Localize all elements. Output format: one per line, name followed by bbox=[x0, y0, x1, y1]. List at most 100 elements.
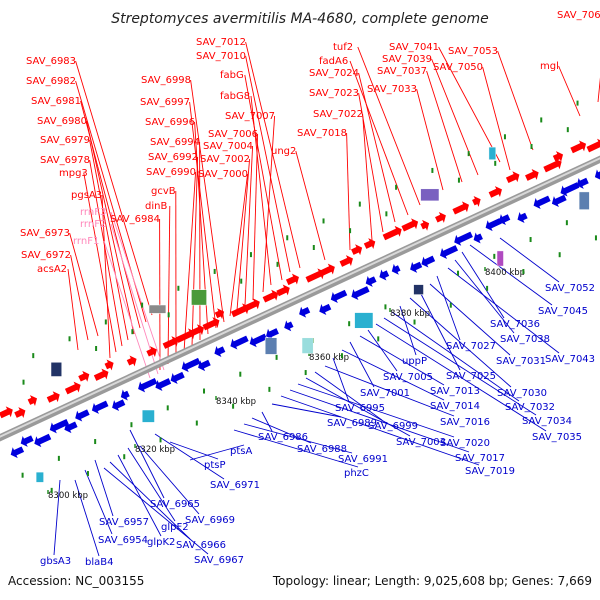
gene-label-sav_7052: SAV_7052 bbox=[545, 283, 595, 294]
leader-line bbox=[314, 371, 383, 421]
forward-gene-arrow bbox=[320, 263, 335, 276]
gene-label-sav_7050: SAV_7050 bbox=[433, 62, 483, 73]
gene-label-sav_6988: SAV_6988 bbox=[297, 444, 347, 455]
leader-line bbox=[189, 101, 217, 329]
leader-line bbox=[245, 55, 291, 273]
gene-label-sav_6984: SAV_6984 bbox=[110, 214, 160, 225]
forward-gene-arrow bbox=[244, 298, 260, 311]
gene-label-sav_6973: SAV_6973 bbox=[20, 228, 70, 239]
track-tick bbox=[203, 388, 206, 394]
reverse-gene-arrow bbox=[214, 346, 226, 357]
reverse-gene-arrow bbox=[198, 359, 211, 372]
gene-label-sav_7016: SAV_7016 bbox=[440, 417, 490, 428]
track-tick bbox=[22, 379, 25, 385]
feature-block bbox=[578, 191, 590, 210]
gene-label-sav_6998: SAV_6998 bbox=[141, 75, 191, 86]
feature-block bbox=[50, 362, 62, 377]
leader-line bbox=[324, 365, 455, 417]
gene-label-sav_7030: SAV_7030 bbox=[497, 388, 547, 399]
gene-label-sav_7023: SAV_7023 bbox=[309, 88, 359, 99]
axis-highlight bbox=[0, 157, 600, 438]
forward-gene-arrow bbox=[305, 268, 325, 283]
gene-label-mgl: mgl bbox=[540, 61, 559, 72]
track-tick bbox=[104, 319, 107, 325]
gene-label-sav_6978: SAV_6978 bbox=[40, 155, 90, 166]
gene-label-tuf2: tuf2 bbox=[333, 42, 353, 53]
gene-label-uppp: uppP bbox=[402, 356, 427, 367]
feature-block bbox=[191, 289, 207, 306]
track-tick bbox=[167, 312, 170, 318]
leader-line bbox=[243, 423, 353, 454]
leader-line bbox=[349, 341, 375, 388]
leader-line bbox=[244, 74, 283, 281]
track-tick bbox=[312, 245, 315, 251]
gene-label-sav_6991: SAV_6991 bbox=[338, 454, 388, 465]
reverse-gene-arrow bbox=[594, 169, 600, 181]
leader-line bbox=[154, 433, 225, 480]
leader-line bbox=[332, 357, 350, 403]
forward-gene-arrow bbox=[104, 359, 114, 371]
track-tick bbox=[576, 100, 579, 106]
track-tick bbox=[21, 472, 24, 478]
reverse-gene-arrow bbox=[551, 194, 567, 208]
forward-gene-arrow bbox=[162, 336, 179, 349]
gene-label-sav_7025: SAV_7025 bbox=[446, 371, 496, 382]
axis-tick-label: 8300 kbp bbox=[48, 491, 88, 501]
reverse-gene-arrow bbox=[112, 399, 126, 412]
leader-line bbox=[70, 254, 89, 341]
leader-line bbox=[190, 79, 225, 323]
gene-label-sav_7039: SAV_7039 bbox=[382, 54, 432, 65]
forward-gene-arrow bbox=[363, 238, 376, 250]
reverse-gene-arrow bbox=[181, 357, 201, 373]
track-tick bbox=[558, 252, 561, 258]
reverse-gene-arrow bbox=[410, 261, 423, 273]
leader-line bbox=[86, 120, 135, 335]
track-tick bbox=[494, 160, 497, 166]
track-tick bbox=[566, 127, 569, 133]
leader-line bbox=[183, 171, 197, 353]
gene-label-sav_6994: SAV_6994 bbox=[150, 137, 200, 148]
leader-line bbox=[447, 267, 560, 354]
gene-label-phzc: phzC bbox=[344, 468, 369, 479]
axis-tick-label: 8320 kbp bbox=[135, 445, 175, 455]
leader-line bbox=[416, 88, 444, 191]
leader-line bbox=[53, 479, 61, 556]
reverse-gene-arrow bbox=[120, 389, 130, 401]
feature-block bbox=[301, 337, 314, 354]
gene-label-sav_7010: SAV_7010 bbox=[196, 51, 246, 62]
reverse-gene-arrow bbox=[485, 218, 502, 232]
leader-line bbox=[271, 403, 342, 418]
reverse-gene-arrow bbox=[34, 433, 52, 448]
leader-line bbox=[362, 113, 373, 241]
track-tick bbox=[159, 437, 162, 443]
track-tick bbox=[268, 386, 271, 392]
forward-gene-arrow bbox=[351, 244, 363, 256]
forward-gene-arrow bbox=[214, 308, 225, 320]
axis-tick-label: 8360 kbp bbox=[309, 353, 349, 363]
reverse-gene-arrow bbox=[391, 263, 401, 275]
track-tick bbox=[276, 261, 279, 267]
reverse-gene-arrow bbox=[10, 446, 25, 459]
forward-gene-arrow bbox=[146, 346, 157, 358]
gene-label-fada6: fadA6 bbox=[319, 56, 348, 67]
forward-gene-arrow bbox=[262, 289, 279, 303]
feature-block bbox=[141, 409, 155, 423]
leader-line bbox=[74, 479, 100, 557]
gene-label-sav_7020: SAV_7020 bbox=[440, 438, 490, 449]
gene-label-sav_7024: SAV_7024 bbox=[309, 68, 359, 79]
leader-line bbox=[251, 417, 312, 444]
forward-gene-arrow bbox=[488, 186, 502, 198]
leader-line bbox=[558, 65, 581, 117]
track-tick bbox=[50, 487, 53, 493]
forward-gene-arrow bbox=[93, 368, 109, 381]
leader-line bbox=[103, 240, 151, 379]
leader-line bbox=[167, 205, 171, 365]
forward-gene-arrow bbox=[276, 284, 290, 297]
leader-line bbox=[139, 445, 200, 515]
reverse-gene-arrow bbox=[138, 377, 158, 393]
leader-line bbox=[250, 95, 272, 286]
gene-label-sav_6999: SAV_6999 bbox=[368, 421, 418, 432]
forward-gene-arrow bbox=[420, 219, 430, 231]
track-tick bbox=[213, 268, 216, 274]
gene-label-pgsa3: pgsA3 bbox=[71, 190, 102, 201]
